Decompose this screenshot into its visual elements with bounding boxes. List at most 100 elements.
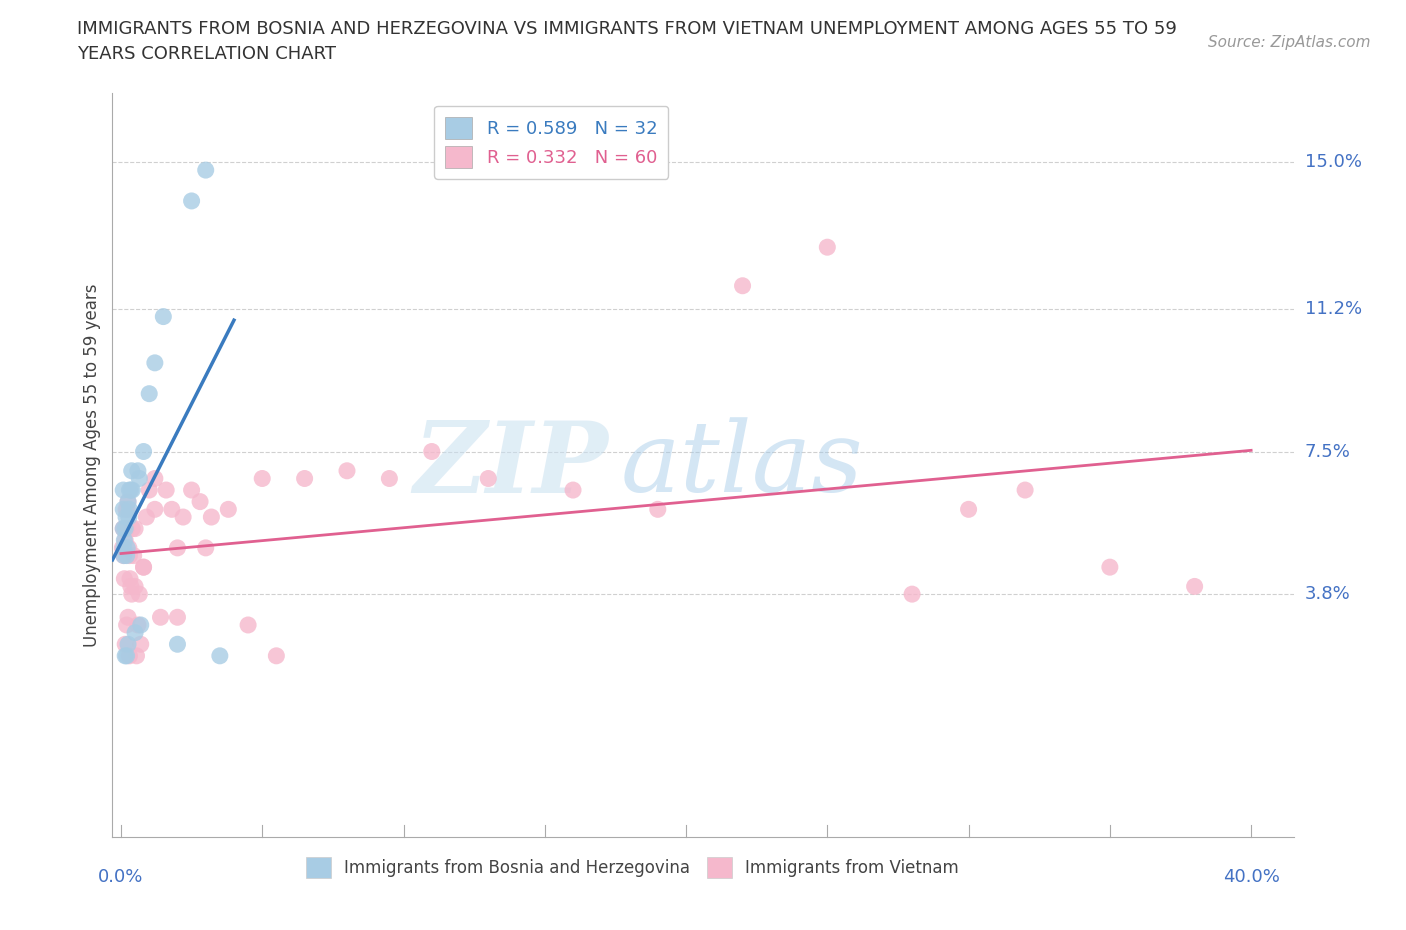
Point — [152, 309, 174, 324]
Point — [117, 494, 139, 509]
Point — [117, 610, 139, 625]
Point — [166, 540, 188, 555]
Point — [420, 444, 443, 458]
Point — [114, 637, 136, 652]
Point — [111, 540, 134, 555]
Point — [112, 521, 135, 536]
Point — [378, 472, 401, 486]
Point — [194, 163, 217, 178]
Point — [117, 637, 139, 652]
Point — [127, 618, 149, 632]
Y-axis label: Unemployment Among Ages 55 to 59 years: Unemployment Among Ages 55 to 59 years — [83, 284, 101, 646]
Point — [149, 610, 172, 625]
Point — [120, 483, 142, 498]
Point — [194, 540, 217, 555]
Point — [124, 521, 146, 536]
Point — [121, 521, 143, 536]
Point — [115, 502, 138, 517]
Point — [127, 463, 149, 478]
Text: 40.0%: 40.0% — [1223, 868, 1279, 885]
Point — [128, 587, 150, 602]
Point — [125, 648, 148, 663]
Point — [118, 548, 141, 563]
Point — [112, 521, 135, 536]
Point — [121, 463, 143, 478]
Point — [132, 444, 155, 458]
Point — [166, 637, 188, 652]
Point — [118, 510, 141, 525]
Legend: Immigrants from Bosnia and Herzegovina, Immigrants from Vietnam: Immigrants from Bosnia and Herzegovina, … — [299, 851, 966, 884]
Point — [132, 560, 155, 575]
Point — [135, 510, 157, 525]
Point — [124, 579, 146, 594]
Point — [115, 618, 138, 632]
Point — [114, 648, 136, 663]
Text: 15.0%: 15.0% — [1305, 153, 1361, 171]
Point — [143, 355, 166, 370]
Text: atlas: atlas — [620, 418, 863, 512]
Point — [336, 463, 359, 478]
Point — [114, 521, 136, 536]
Point — [180, 193, 202, 208]
Point — [138, 386, 160, 401]
Point — [180, 483, 202, 498]
Point — [112, 571, 135, 586]
Point — [477, 472, 499, 486]
Point — [815, 240, 838, 255]
Point — [129, 618, 152, 632]
Point — [166, 610, 188, 625]
Point — [172, 510, 194, 525]
Text: 0.0%: 0.0% — [98, 868, 143, 885]
Point — [252, 472, 274, 486]
Point — [112, 483, 135, 498]
Point — [121, 483, 143, 498]
Point — [957, 502, 980, 517]
Point — [188, 494, 211, 509]
Point — [118, 648, 141, 663]
Point — [143, 472, 166, 486]
Point — [112, 540, 135, 555]
Point — [208, 648, 231, 663]
Text: ZIP: ZIP — [413, 417, 609, 513]
Text: Source: ZipAtlas.com: Source: ZipAtlas.com — [1208, 35, 1371, 50]
Point — [114, 533, 136, 548]
Point — [1184, 579, 1206, 594]
Point — [160, 502, 183, 517]
Text: IMMIGRANTS FROM BOSNIA AND HERZEGOVINA VS IMMIGRANTS FROM VIETNAM UNEMPLOYMENT A: IMMIGRANTS FROM BOSNIA AND HERZEGOVINA V… — [77, 20, 1177, 38]
Text: YEARS CORRELATION CHART: YEARS CORRELATION CHART — [77, 45, 336, 62]
Point — [115, 510, 138, 525]
Point — [117, 494, 139, 509]
Point — [118, 540, 141, 555]
Point — [115, 648, 138, 663]
Point — [112, 548, 135, 563]
Text: 7.5%: 7.5% — [1305, 443, 1351, 460]
Point — [115, 548, 138, 563]
Point — [1098, 560, 1121, 575]
Text: 3.8%: 3.8% — [1305, 585, 1350, 604]
Point — [1014, 483, 1036, 498]
Point — [115, 502, 138, 517]
Point — [118, 571, 141, 586]
Point — [647, 502, 669, 517]
Point — [901, 587, 924, 602]
Point — [118, 483, 141, 498]
Point — [266, 648, 288, 663]
Point — [128, 472, 150, 486]
Point — [138, 483, 160, 498]
Point — [115, 540, 138, 555]
Point — [132, 560, 155, 575]
Point — [118, 502, 141, 517]
Point — [124, 625, 146, 640]
Point — [112, 502, 135, 517]
Point — [731, 278, 754, 293]
Point — [562, 483, 585, 498]
Text: 11.2%: 11.2% — [1305, 299, 1362, 318]
Point — [236, 618, 259, 632]
Point — [112, 548, 135, 563]
Point — [294, 472, 316, 486]
Point — [115, 521, 138, 536]
Point — [129, 637, 152, 652]
Point — [217, 502, 239, 517]
Point — [200, 510, 222, 525]
Point — [112, 533, 135, 548]
